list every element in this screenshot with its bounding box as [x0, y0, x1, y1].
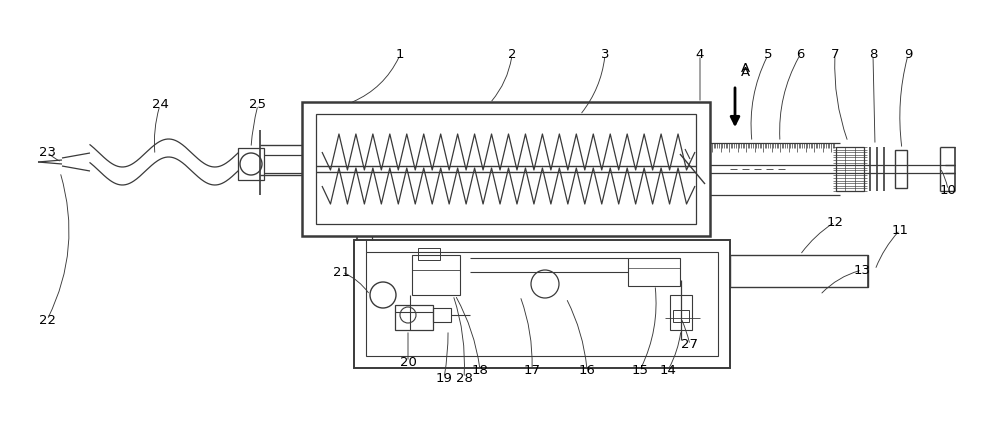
Bar — [670, 295, 692, 330]
FancyArrowPatch shape — [521, 299, 532, 367]
Text: 20: 20 — [400, 355, 416, 368]
Bar — [316, 114, 696, 224]
Bar — [895, 150, 907, 188]
FancyArrowPatch shape — [353, 57, 399, 102]
Text: 28: 28 — [456, 371, 472, 384]
FancyArrowPatch shape — [941, 170, 948, 187]
Text: 15: 15 — [632, 363, 648, 376]
FancyArrowPatch shape — [900, 58, 907, 146]
Text: 25: 25 — [250, 98, 266, 111]
Text: 23: 23 — [38, 146, 56, 159]
FancyArrowPatch shape — [456, 298, 480, 367]
Bar — [418, 248, 440, 260]
FancyArrowPatch shape — [345, 273, 368, 293]
Text: 18: 18 — [472, 363, 488, 376]
FancyArrowPatch shape — [641, 288, 656, 368]
FancyArrowPatch shape — [454, 298, 464, 375]
Bar — [302, 102, 710, 236]
Bar — [412, 255, 460, 295]
Text: 1: 1 — [396, 49, 404, 62]
Text: 27: 27 — [682, 338, 698, 352]
FancyArrowPatch shape — [492, 58, 512, 101]
FancyArrowPatch shape — [835, 58, 847, 139]
FancyArrowPatch shape — [780, 57, 799, 139]
FancyArrowPatch shape — [154, 108, 159, 152]
FancyArrowPatch shape — [444, 333, 448, 375]
FancyArrowPatch shape — [682, 321, 689, 342]
FancyArrowPatch shape — [873, 58, 875, 142]
Text: 17: 17 — [524, 363, 540, 376]
Text: 2: 2 — [508, 49, 516, 62]
Bar — [628, 258, 680, 286]
Text: 13: 13 — [854, 263, 870, 276]
FancyArrowPatch shape — [251, 108, 257, 145]
FancyArrowPatch shape — [48, 175, 69, 317]
Text: 6: 6 — [796, 49, 804, 62]
Bar — [836, 147, 864, 191]
FancyArrowPatch shape — [802, 224, 833, 253]
Text: 4: 4 — [696, 49, 704, 62]
Bar — [354, 240, 730, 368]
Text: 16: 16 — [579, 363, 595, 376]
Bar — [433, 308, 451, 322]
Text: 14: 14 — [660, 363, 676, 376]
FancyArrowPatch shape — [876, 232, 898, 268]
FancyArrowPatch shape — [669, 333, 681, 368]
Text: 22: 22 — [38, 314, 56, 327]
Bar — [366, 252, 718, 356]
Text: 9: 9 — [904, 49, 912, 62]
Text: 12: 12 — [826, 216, 844, 228]
FancyArrowPatch shape — [582, 58, 605, 113]
FancyArrowPatch shape — [567, 300, 587, 367]
Text: 7: 7 — [831, 49, 839, 62]
Text: 21: 21 — [334, 265, 351, 279]
FancyArrowPatch shape — [751, 57, 767, 139]
FancyArrowPatch shape — [49, 154, 59, 161]
Text: 11: 11 — [892, 224, 908, 236]
Text: 10: 10 — [940, 184, 956, 197]
Text: 24: 24 — [152, 98, 168, 111]
Text: 19: 19 — [436, 371, 452, 384]
Bar — [730, 255, 868, 287]
Text: A: A — [740, 62, 750, 75]
Text: 8: 8 — [869, 49, 877, 62]
Bar — [673, 310, 689, 322]
Bar — [395, 305, 433, 330]
FancyArrowPatch shape — [822, 271, 859, 293]
Bar — [238, 148, 264, 180]
Text: 5: 5 — [764, 49, 772, 62]
Text: A: A — [740, 65, 750, 78]
Text: 3: 3 — [601, 49, 609, 62]
